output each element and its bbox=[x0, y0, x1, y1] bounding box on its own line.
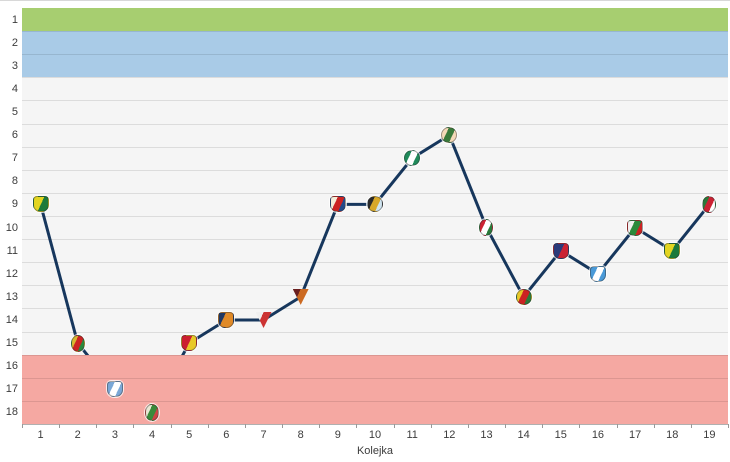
x-axis-tick-label: 10 bbox=[368, 429, 382, 441]
x-axis-tick-mark bbox=[244, 424, 246, 428]
first-place-zone bbox=[22, 8, 728, 32]
x-axis-tick-label: 4 bbox=[148, 429, 156, 441]
y-axis-tick-label: 11 bbox=[6, 244, 18, 257]
x-axis-tick-label: 11 bbox=[406, 429, 418, 441]
x-axis-line bbox=[22, 424, 729, 425]
promotion-zone bbox=[22, 31, 728, 78]
y-axis-tick-label: 9 bbox=[11, 198, 18, 211]
crest-green-circle-icon bbox=[404, 150, 421, 167]
x-axis-tick-mark bbox=[579, 424, 581, 428]
y-axis-tick-label: 6 bbox=[11, 129, 18, 142]
y-axis-tick-label: 17 bbox=[5, 383, 18, 396]
x-axis-tick-mark bbox=[653, 424, 655, 428]
gridline bbox=[22, 239, 728, 241]
x-axis-tick-label: 8 bbox=[297, 429, 304, 441]
x-axis-tick-mark bbox=[319, 424, 321, 428]
y-axis-tick-label: 18 bbox=[5, 406, 18, 419]
crest-yellow-green-icon bbox=[32, 196, 49, 213]
x-axis-tick-label: 15 bbox=[554, 429, 567, 441]
x-axis-tick-mark bbox=[393, 424, 395, 428]
x-axis-tick-mark bbox=[170, 424, 172, 428]
crest-blue-white-icon bbox=[106, 381, 123, 398]
crest-yellow-red-circle-icon bbox=[515, 288, 532, 305]
x-axis-tick-mark bbox=[22, 424, 23, 428]
chart-plot-area bbox=[22, 8, 728, 424]
gridline bbox=[22, 377, 728, 379]
y-axis-tick-label: 16 bbox=[5, 360, 18, 373]
x-axis-tick-mark bbox=[59, 424, 61, 428]
crest-yellow-red-green-icon bbox=[70, 334, 85, 352]
gridline bbox=[22, 285, 728, 287]
x-axis-tick-label: 9 bbox=[334, 429, 341, 441]
y-axis-tick-label: 14 bbox=[5, 314, 18, 326]
x-axis-tick-label: 5 bbox=[186, 429, 193, 441]
crest-white-green-red-icon bbox=[627, 219, 644, 236]
crest-green-red-white-icon bbox=[702, 195, 717, 213]
y-axis-tick-label: 4 bbox=[11, 82, 18, 95]
x-axis-tick-mark bbox=[430, 424, 432, 428]
x-axis-tick-mark bbox=[282, 424, 284, 428]
crest-orange-navy-icon bbox=[218, 312, 235, 328]
x-axis-tick-label: 13 bbox=[480, 429, 493, 441]
x-axis-title: Kolejka bbox=[356, 445, 394, 457]
crest-yellow-green-icon bbox=[664, 242, 681, 259]
x-axis-tick-label: 16 bbox=[591, 429, 605, 441]
crest-blue-white-stripes-icon bbox=[589, 265, 606, 282]
crest-peach-green-icon bbox=[441, 127, 458, 144]
gridline bbox=[22, 100, 728, 102]
x-axis-tick-mark bbox=[467, 424, 469, 428]
y-axis-tick-label: 3 bbox=[11, 59, 18, 72]
x-axis-tick-label: 17 bbox=[628, 429, 642, 441]
gridline bbox=[22, 400, 728, 402]
x-axis-tick-label: 3 bbox=[111, 429, 118, 441]
y-axis-tick-label: 8 bbox=[11, 175, 18, 188]
gridline bbox=[22, 216, 728, 217]
x-axis-tick-label: 6 bbox=[223, 429, 230, 441]
gridline bbox=[22, 54, 728, 56]
x-axis-tick-mark bbox=[133, 424, 135, 428]
x-axis-tick-label: 1 bbox=[37, 429, 44, 441]
crest-red-white-green-icon bbox=[479, 219, 494, 237]
relegation-zone bbox=[22, 354, 728, 424]
gridline bbox=[22, 146, 728, 148]
x-axis-tick-label: 12 bbox=[443, 429, 456, 441]
gridline bbox=[22, 308, 728, 310]
x-axis-tick-mark bbox=[207, 424, 209, 428]
crest-red-yellow-icon bbox=[181, 335, 198, 352]
crest-dark-cog-icon bbox=[367, 196, 383, 213]
y-axis-tick-label: 7 bbox=[11, 152, 18, 165]
x-axis-tick-mark bbox=[505, 424, 507, 428]
x-axis-tick-mark bbox=[356, 424, 358, 428]
y-axis-tick-label: 5 bbox=[11, 106, 18, 118]
gridline bbox=[22, 192, 728, 194]
gridline bbox=[22, 123, 728, 125]
gridline bbox=[22, 77, 728, 79]
y-axis-tick-label: 1 bbox=[11, 13, 18, 26]
x-axis-tick-label: 2 bbox=[74, 429, 81, 441]
y-axis-tick-label: 2 bbox=[11, 36, 18, 49]
gridline bbox=[22, 262, 728, 264]
x-axis-tick-mark bbox=[728, 424, 729, 428]
x-axis-tick-label: 18 bbox=[666, 429, 679, 441]
y-axis-tick-label: 12 bbox=[5, 267, 18, 280]
y-axis-tick-label: 13 bbox=[5, 290, 18, 303]
x-axis-tick-label: 19 bbox=[703, 429, 716, 441]
crest-white-green-red-icon bbox=[145, 403, 160, 421]
gridline bbox=[22, 354, 728, 356]
x-axis-tick-label: 14 bbox=[517, 429, 530, 441]
x-axis-tick-label: 7 bbox=[260, 429, 267, 441]
y-axis-tick-label: 15 bbox=[5, 337, 18, 350]
x-axis-tick-mark bbox=[616, 424, 618, 428]
gridline bbox=[22, 331, 728, 333]
x-axis-tick-mark bbox=[542, 424, 544, 428]
gridline bbox=[22, 169, 728, 171]
y-axis-tick-label: 10 bbox=[5, 221, 18, 234]
x-axis-tick-mark bbox=[690, 424, 692, 428]
x-axis-tick-mark bbox=[96, 424, 98, 428]
crest-cream-red-blue-icon bbox=[329, 196, 346, 213]
gridline bbox=[22, 31, 728, 33]
crest-navy-red-icon bbox=[552, 242, 569, 259]
